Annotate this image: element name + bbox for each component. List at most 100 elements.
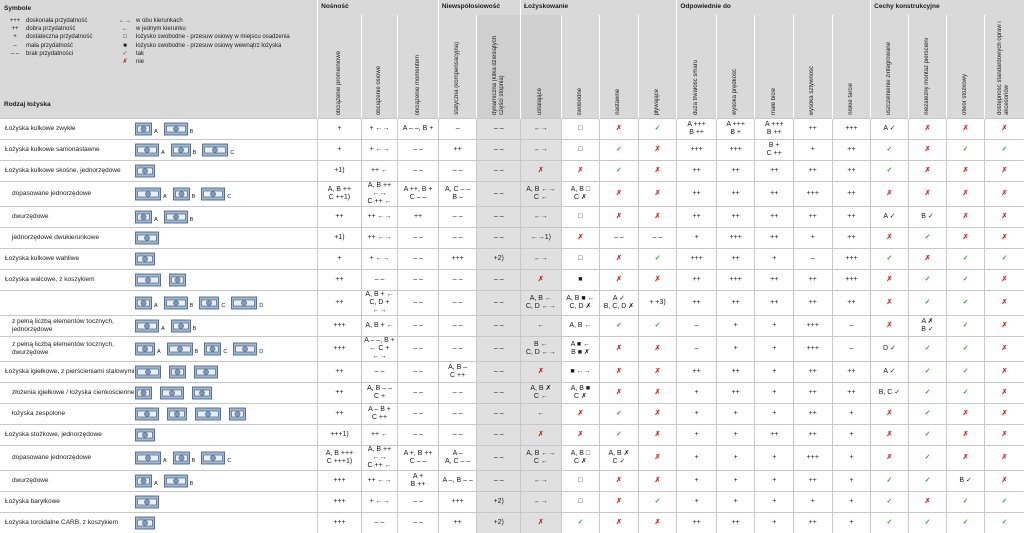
rating-cell: ++ xyxy=(794,119,833,140)
column-header-label: wysoka prędkość xyxy=(732,65,739,115)
rating-cell: ++ xyxy=(677,291,717,316)
bearing-pictograms xyxy=(135,383,318,404)
rating-cell: + xyxy=(677,425,717,446)
rating-value: ←→ xyxy=(534,498,548,505)
rating-value: – – xyxy=(413,368,423,375)
rating-cell: + xyxy=(318,140,362,161)
rating-value: ++ xyxy=(809,276,817,283)
rating-value: ++ xyxy=(770,431,778,438)
bearing-variant-label: C xyxy=(221,302,225,310)
rating-cell: – – xyxy=(600,228,639,249)
rating-cell: A +++ B + xyxy=(716,119,755,140)
rating-value: ✗ xyxy=(577,167,583,174)
row-header: Rodzaj łożyska xyxy=(4,101,51,108)
legend-text: w jednym kierunku xyxy=(136,26,186,32)
column-header: obciążenie momentem xyxy=(398,15,439,119)
rating-cell: ++ xyxy=(794,270,833,291)
rating-value: +++ xyxy=(807,454,819,461)
rating-value: + xyxy=(849,454,853,461)
rating-value: + xyxy=(849,431,853,438)
rating-cell: ✓ xyxy=(638,249,677,270)
rating-cell: +++ xyxy=(716,270,755,291)
bearing-pictograms xyxy=(135,404,318,425)
legend-text: w obu kierunkach xyxy=(136,18,183,24)
rating-cell: ✓ xyxy=(908,291,947,316)
rating-value: A, C – – B – xyxy=(445,186,470,201)
rating-value: ✗ xyxy=(963,234,969,241)
rating-cell: ++ xyxy=(677,270,717,291)
rating-value: ++ ←→ xyxy=(367,213,391,220)
table-row: Łożyska baryłkowe++++ ←→– –++++2)←→□✗✓++… xyxy=(0,492,1024,513)
rating-cell: □ xyxy=(561,471,600,492)
rating-value: ✓ xyxy=(655,255,661,262)
rating-value: ✗ xyxy=(887,276,893,283)
bearing-diagram-icon xyxy=(194,365,218,379)
rating-value: ✗ xyxy=(963,410,969,417)
rating-value: +++ xyxy=(730,234,742,241)
rating-value: ✓ xyxy=(925,454,931,461)
rating-cell: ✓ xyxy=(908,337,947,362)
rating-value: ✗ xyxy=(655,389,661,396)
rating-cell: + xyxy=(755,492,794,513)
rating-value: A, B +++ C +++1) xyxy=(326,450,353,465)
rating-value: – xyxy=(695,345,699,352)
rating-value: A ✓ xyxy=(883,125,895,132)
rating-cell: A, B ←→ C ← xyxy=(521,182,562,207)
legend-text: tak xyxy=(136,51,144,57)
rating-value: A, B ++ C ++1) xyxy=(328,186,351,201)
rating-value: ✗ xyxy=(887,299,893,306)
bearing-type-name: dwurzędowe xyxy=(0,207,135,228)
table-row: Łożyska toroidalne CARB, z koszykiem+++–… xyxy=(0,513,1024,533)
column-header-label: niezależny montaż pierścieni xyxy=(924,34,931,115)
column-header-label: dostępność standardowych opraw i akcesor… xyxy=(997,15,1011,115)
rating-cell: ✗ xyxy=(984,446,1024,471)
rating-cell: – – xyxy=(398,513,439,533)
rating-value: ✗ xyxy=(616,368,622,375)
rating-cell: ++ xyxy=(832,207,871,228)
bearing-diagram-icon xyxy=(201,187,225,201)
rating-value: A ✗ B ✓ xyxy=(921,318,933,333)
rating-value: ✗ xyxy=(655,167,661,174)
table-row: Łożyska kulkowe skośne, jednorzędowe+1)+… xyxy=(0,161,1024,182)
rating-cell: – – xyxy=(438,291,477,316)
rating-cell: ✗ xyxy=(600,362,639,383)
rating-value: ✗ xyxy=(538,368,544,375)
rating-cell: A +, B ++ C – – xyxy=(398,446,439,471)
rating-cell: ++ xyxy=(755,182,794,207)
rating-cell: A – B + C ++ xyxy=(361,404,398,425)
bearing-diagram-icon xyxy=(171,143,191,157)
rating-cell: ✓ xyxy=(947,492,985,513)
rating-value: +++1) xyxy=(330,431,349,438)
rating-value: B, C ✓ xyxy=(879,389,900,396)
rating-value: +++ xyxy=(690,255,702,262)
rating-value: +++ xyxy=(845,125,857,132)
rating-cell: A, B □ C ✗ xyxy=(561,182,600,207)
rating-value: A, B ++ ←→ C ++ ← xyxy=(367,446,391,469)
rating-value: A, B – C ++ xyxy=(448,364,467,379)
bearing-diagram-icon xyxy=(202,143,228,157)
rating-value: ✓ xyxy=(1001,498,1007,505)
rating-value: ✗ xyxy=(577,410,583,417)
rating-cell: ■ xyxy=(561,270,600,291)
rating-value: ++ xyxy=(732,213,740,220)
rating-cell: +1) xyxy=(318,161,362,182)
rating-cell: ✓ xyxy=(908,513,947,533)
rating-cell: + xyxy=(716,492,755,513)
rating-value: ✗ xyxy=(577,234,583,241)
rating-cell: ✗ xyxy=(638,425,677,446)
rating-cell: ✓ xyxy=(561,513,600,533)
rating-value: ✗ xyxy=(1001,276,1007,283)
rating-cell: + xyxy=(755,513,794,533)
rating-cell: ✓ xyxy=(984,249,1024,270)
rating-value: ✗ xyxy=(925,146,931,153)
rating-value: ++ xyxy=(335,299,343,306)
rating-value: ✓ xyxy=(655,498,661,505)
rating-cell: ✗ xyxy=(984,362,1024,383)
rating-value: ← xyxy=(537,322,544,329)
column-header: obciążenie promieniowe xyxy=(318,15,362,119)
rating-value: □ xyxy=(578,477,582,484)
